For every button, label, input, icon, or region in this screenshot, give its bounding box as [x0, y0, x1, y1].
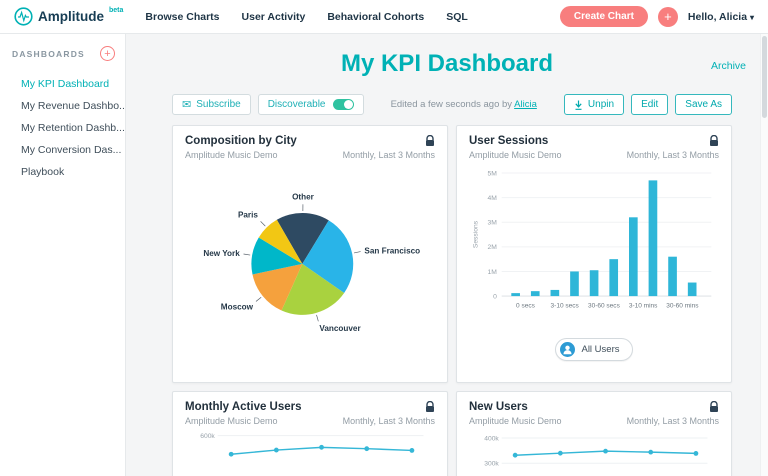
subscribe-label: Subscribe — [196, 99, 241, 110]
scrollbar-thumb[interactable] — [762, 36, 767, 118]
svg-text:600k: 600k — [200, 433, 215, 440]
add-dashboard-button[interactable]: + — [100, 46, 115, 61]
logo-text: Amplitude — [38, 9, 104, 24]
user-avatar-icon — [560, 342, 576, 357]
chevron-down-icon: ▾ — [749, 12, 754, 22]
svg-text:Vancouver: Vancouver — [319, 324, 361, 333]
card-new-users: New Users Amplitude Music Demo Monthly, … — [456, 391, 732, 476]
svg-text:Moscow: Moscow — [221, 303, 254, 312]
page-title: My KPI Dashboard — [340, 50, 554, 77]
dashboards-sidebar: DASHBOARDS + My KPI Dashboard My Revenue… — [0, 34, 126, 476]
svg-text:2M: 2M — [488, 244, 498, 251]
vertical-scrollbar — [760, 34, 768, 476]
card-title: New Users — [469, 401, 528, 413]
lock-icon — [426, 135, 434, 146]
lock-icon — [710, 135, 718, 146]
all-users-filter[interactable]: All Users — [555, 338, 633, 361]
line-chart-new-users: 400k 300k — [469, 426, 719, 476]
svg-text:3-10 secs: 3-10 secs — [551, 303, 580, 310]
subscribe-button[interactable]: ✉ Subscribe — [172, 94, 251, 115]
lock-icon — [710, 401, 718, 412]
card-range: Monthly, Last 3 Months — [342, 150, 435, 160]
amplitude-logo[interactable]: Amplitude beta — [14, 6, 123, 27]
svg-text:3M: 3M — [488, 220, 498, 227]
svg-text:3-10 mins: 3-10 mins — [629, 303, 658, 310]
card-range: Monthly, Last 3 Months — [626, 416, 719, 426]
svg-text:New York: New York — [203, 249, 240, 258]
edited-status: Edited a few seconds ago by Alicia — [364, 99, 564, 110]
nav-item-sql[interactable]: SQL — [446, 10, 468, 23]
lock-icon — [426, 401, 434, 412]
edited-by-link[interactable]: Alicia — [514, 99, 537, 110]
dashboard-main: My KPI Dashboard Archive ✉ Subscribe Dis… — [126, 34, 768, 476]
dashboard-toolbar: ✉ Subscribe Discoverable Edited a few se… — [172, 94, 732, 115]
dashboard-grid: Composition by City Amplitude Music Demo… — [172, 125, 732, 476]
envelope-icon: ✉ — [182, 98, 192, 111]
pie-chart-composition-by-city: Other San Francisco Vancouver Moscow New Yor… — [185, 160, 435, 364]
card-title: User Sessions — [469, 135, 549, 147]
discoverable-control[interactable]: Discoverable — [257, 94, 364, 115]
card-source: Amplitude Music Demo — [185, 416, 278, 426]
toggle-knob — [343, 100, 353, 109]
amplitude-logo-icon — [14, 7, 33, 26]
sidebar-item-playbook[interactable]: Playbook — [21, 166, 65, 178]
svg-text:4M: 4M — [488, 195, 498, 202]
card-monthly-active-users: Monthly Active Users Amplitude Music Dem… — [172, 391, 448, 476]
main-nav: Browse Charts User Activity Behavioral C… — [145, 11, 467, 23]
svg-text:5M: 5M — [488, 170, 498, 177]
sidebar-item-my-retention-dashboard[interactable]: My Retention Dashb... — [21, 122, 125, 134]
svg-text:Paris: Paris — [238, 211, 258, 220]
svg-text:Other: Other — [292, 193, 315, 202]
nav-item-user-activity[interactable]: User Activity — [241, 10, 306, 23]
user-greeting-label: Hello, Alicia — [687, 10, 748, 23]
card-title: Composition by City — [185, 135, 297, 147]
svg-text:0: 0 — [493, 293, 497, 300]
user-menu[interactable]: Hello, Alicia ▾ — [688, 11, 754, 23]
nav-item-behavioral-cohorts[interactable]: Behavioral Cohorts — [327, 10, 425, 23]
unpin-button[interactable]: Unpin — [563, 94, 625, 115]
dashboard-list: My KPI Dashboard My Revenue Dashbo... My… — [0, 73, 125, 183]
logo-beta-badge: beta — [109, 7, 124, 14]
svg-text:San Francisco: San Francisco — [364, 247, 420, 256]
nav-right-group: Create Chart + Hello, Alicia ▾ — [559, 6, 754, 27]
create-chart-button[interactable]: Create Chart — [559, 6, 648, 27]
edited-text: Edited a few seconds ago by — [390, 99, 515, 110]
svg-text:Sessions: Sessions — [473, 220, 480, 248]
sidebar-item-my-kpi-dashboard[interactable]: My KPI Dashboard — [21, 78, 110, 90]
card-range: Monthly, Last 3 Months — [342, 416, 435, 426]
unpin-label: Unpin — [587, 99, 615, 110]
discoverable-toggle[interactable] — [332, 99, 354, 110]
card-range: Monthly, Last 3 Months — [626, 150, 719, 160]
card-source: Amplitude Music Demo — [469, 416, 562, 426]
svg-text:0 secs: 0 secs — [516, 303, 536, 310]
add-button[interactable]: + — [657, 6, 678, 27]
pin-icon — [575, 100, 582, 110]
svg-text:30-60 mins: 30-60 mins — [666, 303, 699, 310]
card-user-sessions: User Sessions Amplitude Music Demo Month… — [456, 125, 732, 383]
sidebar-item-my-revenue-dashboard[interactable]: My Revenue Dashbo... — [21, 100, 125, 112]
edit-button[interactable]: Edit — [631, 94, 669, 115]
nav-item-browse-charts[interactable]: Browse Charts — [145, 10, 220, 23]
bar-chart-user-sessions: 0 1M 2M 3M 4M 5M Sessions 0 secs 3-10 secs 30-60 … — [469, 160, 719, 336]
card-composition-by-city: Composition by City Amplitude Music Demo… — [172, 125, 448, 383]
card-source: Amplitude Music Demo — [185, 150, 278, 160]
line-chart-monthly-active-users: 600k — [185, 426, 435, 476]
all-users-label: All Users — [581, 344, 620, 355]
save-as-button[interactable]: Save As — [675, 94, 732, 115]
card-source: Amplitude Music Demo — [469, 150, 562, 160]
svg-text:1M: 1M — [488, 269, 498, 276]
discoverable-label: Discoverable — [267, 99, 326, 110]
archive-link[interactable]: Archive — [710, 60, 746, 72]
top-nav: Amplitude beta Browse Charts User Activi… — [0, 0, 768, 34]
svg-text:400k: 400k — [484, 435, 499, 442]
sidebar-header: DASHBOARDS — [12, 48, 85, 59]
svg-text:30-60 secs: 30-60 secs — [588, 303, 621, 310]
card-title: Monthly Active Users — [185, 401, 302, 413]
sidebar-item-my-conversion-dashboard[interactable]: My Conversion Das... — [21, 144, 122, 156]
svg-text:300k: 300k — [484, 461, 499, 468]
